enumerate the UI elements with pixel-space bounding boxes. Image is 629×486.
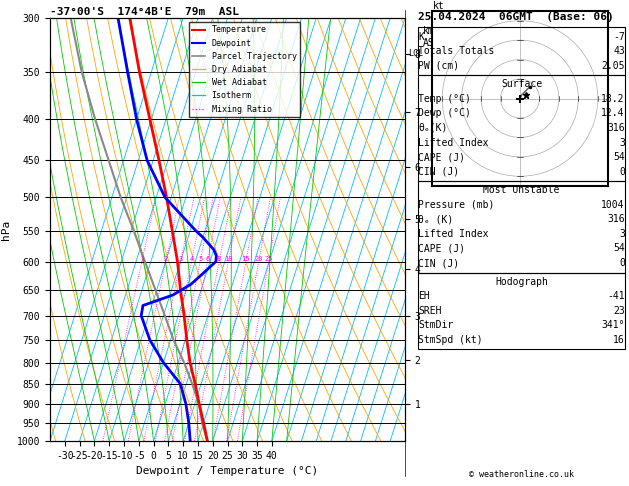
Text: Totals Totals: Totals Totals bbox=[418, 46, 494, 56]
Text: Pressure (mb): Pressure (mb) bbox=[418, 200, 494, 210]
Text: 43: 43 bbox=[613, 46, 625, 56]
Text: Lifted Index: Lifted Index bbox=[418, 229, 489, 239]
Text: 3: 3 bbox=[619, 229, 625, 239]
Text: 25: 25 bbox=[265, 256, 273, 261]
Text: 1004: 1004 bbox=[601, 200, 625, 210]
Text: LCL: LCL bbox=[409, 49, 423, 57]
Text: -7: -7 bbox=[613, 32, 625, 42]
Text: CAPE (J): CAPE (J) bbox=[418, 243, 465, 254]
Text: 2.05: 2.05 bbox=[601, 61, 625, 71]
Text: 23: 23 bbox=[613, 306, 625, 316]
Legend: Temperature, Dewpoint, Parcel Trajectory, Dry Adiabat, Wet Adiabat, Isotherm, Mi: Temperature, Dewpoint, Parcel Trajectory… bbox=[189, 22, 300, 117]
Y-axis label: hPa: hPa bbox=[1, 219, 11, 240]
Text: 1: 1 bbox=[140, 256, 144, 261]
Text: 0: 0 bbox=[619, 167, 625, 177]
Text: 2: 2 bbox=[164, 256, 168, 261]
X-axis label: Dewpoint / Temperature (°C): Dewpoint / Temperature (°C) bbox=[136, 466, 319, 476]
Text: 15: 15 bbox=[242, 256, 250, 261]
Text: Lifted Index: Lifted Index bbox=[418, 138, 489, 148]
Text: θₑ (K): θₑ (K) bbox=[418, 214, 454, 225]
Text: 4: 4 bbox=[189, 256, 194, 261]
Text: -41: -41 bbox=[607, 291, 625, 301]
Text: 316: 316 bbox=[607, 214, 625, 225]
Text: 6: 6 bbox=[205, 256, 209, 261]
Text: 25.04.2024  06GMT  (Base: 06): 25.04.2024 06GMT (Base: 06) bbox=[418, 12, 614, 22]
Text: 8: 8 bbox=[217, 256, 221, 261]
Text: 0: 0 bbox=[619, 258, 625, 268]
Text: 54: 54 bbox=[613, 243, 625, 254]
Text: Surface: Surface bbox=[501, 79, 542, 89]
Text: 341°: 341° bbox=[601, 320, 625, 330]
Text: 12.4: 12.4 bbox=[601, 108, 625, 119]
Text: K: K bbox=[418, 32, 424, 42]
Text: Dewp (°C): Dewp (°C) bbox=[418, 108, 471, 119]
Text: CIN (J): CIN (J) bbox=[418, 167, 459, 177]
Text: 5: 5 bbox=[198, 256, 203, 261]
Text: kt: kt bbox=[433, 1, 444, 11]
Text: © weatheronline.co.uk: © weatheronline.co.uk bbox=[469, 469, 574, 479]
Y-axis label: km
ASL: km ASL bbox=[423, 26, 440, 48]
Text: 10: 10 bbox=[224, 256, 233, 261]
Text: -37°00'S  174°4B'E  79m  ASL: -37°00'S 174°4B'E 79m ASL bbox=[50, 7, 239, 17]
Text: Hodograph: Hodograph bbox=[495, 277, 548, 287]
Text: StmSpd (kt): StmSpd (kt) bbox=[418, 335, 483, 345]
Text: Temp (°C): Temp (°C) bbox=[418, 94, 471, 104]
Text: CAPE (J): CAPE (J) bbox=[418, 152, 465, 162]
Text: 54: 54 bbox=[613, 152, 625, 162]
Text: PW (cm): PW (cm) bbox=[418, 61, 459, 71]
Text: 316: 316 bbox=[607, 123, 625, 133]
Text: θₑ(K): θₑ(K) bbox=[418, 123, 447, 133]
Text: Most Unstable: Most Unstable bbox=[483, 185, 560, 195]
Text: SREH: SREH bbox=[418, 306, 442, 316]
Text: 18.2: 18.2 bbox=[601, 94, 625, 104]
Text: 3: 3 bbox=[619, 138, 625, 148]
Text: 20: 20 bbox=[254, 256, 263, 261]
Text: EH: EH bbox=[418, 291, 430, 301]
Text: 16: 16 bbox=[613, 335, 625, 345]
Text: 3: 3 bbox=[179, 256, 183, 261]
Text: CIN (J): CIN (J) bbox=[418, 258, 459, 268]
Text: StmDir: StmDir bbox=[418, 320, 454, 330]
